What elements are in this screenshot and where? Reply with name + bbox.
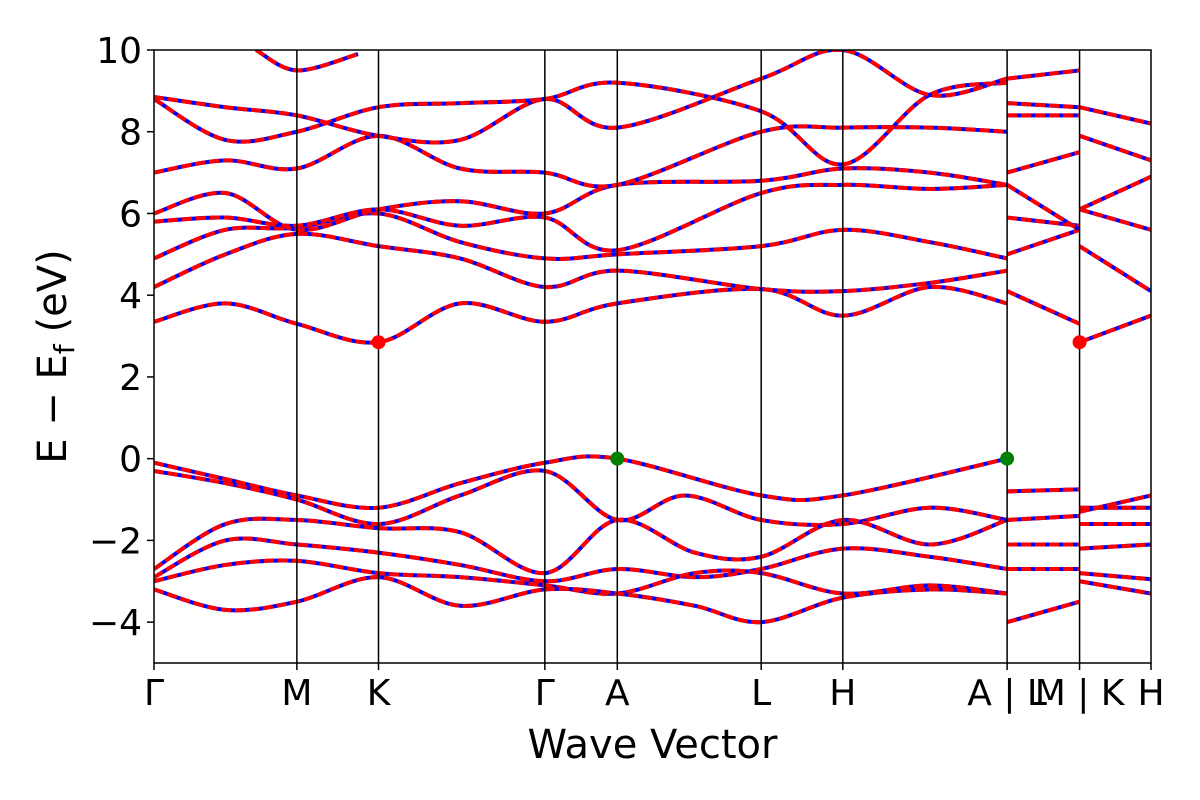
y-tick-label-4: 4	[119, 276, 142, 317]
conduction-band-13-dash	[1006, 150, 1081, 175]
plot-frame	[153, 49, 1152, 664]
valence-band-0-line	[154, 454, 1008, 510]
valence-band-15-dash	[1079, 579, 1151, 596]
valence-band-5-line	[154, 575, 1008, 625]
x-tick-label-7: A | L	[967, 673, 1047, 714]
vbm-marker-3	[1000, 451, 1015, 466]
x-tick-label-5: L	[751, 673, 771, 714]
x-tick-label-8: M | K	[1035, 673, 1126, 714]
conduction-band-1-line	[154, 231, 1008, 294]
conduction-band-18-dash	[1078, 244, 1151, 293]
y-axis-label-unit: (eV)	[30, 249, 76, 332]
x-tick-label-4: A	[605, 673, 630, 714]
conduction-band-4-line	[154, 166, 1008, 233]
y-axis-label-subscript: f	[48, 343, 81, 354]
conduction-band-10-dash	[1006, 227, 1081, 257]
y-axis-ticks: −4 −2 0 2 4 6 8 10	[89, 31, 154, 644]
x-axis-label: Wave Vector	[528, 722, 779, 768]
y-axis-label: E − Ef (eV)	[30, 249, 81, 464]
x-tick-label-0: Γ	[144, 673, 164, 714]
conduction-band-7-dash	[154, 50, 1008, 145]
conduction-band-12-dash	[1006, 183, 1081, 232]
conduction-band-3-dash	[154, 182, 1008, 253]
kpoint-lines-layer	[296, 50, 1081, 663]
valence-band-16-dash	[1079, 493, 1151, 514]
valence-band-0-dash	[154, 454, 1008, 510]
y-tick-label-6: 8	[119, 113, 142, 154]
conduction-band-6-dash	[154, 80, 1008, 167]
conduction-band-20-dash	[1078, 174, 1151, 212]
conduction-band-5-dash	[154, 124, 1008, 189]
conduction-band-9-line	[1006, 289, 1081, 326]
conduction-band-22-dash	[1079, 105, 1151, 126]
vbm-marker-2	[610, 451, 625, 466]
y-tick-label-7: 10	[96, 31, 142, 72]
y-tick-label-3: 2	[119, 358, 142, 399]
conduction-band-20-line	[1078, 174, 1151, 212]
x-tick-label-3: Γ	[535, 673, 555, 714]
valence-band-13-dash	[1079, 542, 1151, 551]
conduction-band-6-line	[154, 80, 1008, 167]
valence-band-14-dash	[1079, 571, 1151, 582]
bands-layer	[154, 50, 1151, 625]
conduction-band-21-dash	[1078, 133, 1151, 163]
x-tick-label-1: M	[281, 673, 312, 714]
conduction-band-19-dash	[1079, 207, 1151, 232]
conduction-band-0-line	[154, 284, 1008, 345]
conduction-band-1-dash	[154, 231, 1008, 294]
cbm-marker-0	[371, 335, 386, 350]
y-tick-label-2: 0	[119, 440, 142, 481]
y-axis-label-main: E − E	[30, 354, 76, 464]
conduction-band-17-dash	[1078, 313, 1151, 345]
cbm-marker-1	[1072, 335, 1087, 350]
x-tick-label-2: K	[367, 673, 392, 714]
valence-band-6-dash	[1007, 487, 1080, 494]
valence-band-7-dash	[1006, 513, 1080, 522]
x-tick-label-9: H	[1137, 673, 1164, 714]
conduction-band-8-dash	[255, 50, 359, 73]
conduction-band-15-dash	[1006, 101, 1080, 110]
y-tick-label-1: −2	[89, 521, 142, 562]
y-tick-label-0: −4	[89, 603, 142, 644]
y-tick-label-5: 6	[119, 194, 142, 235]
conduction-band-4-dash	[154, 166, 1008, 233]
valence-band-10-dash	[1006, 599, 1081, 625]
x-axis-ticks: Γ M K Γ A L H A | LM | K H	[144, 663, 1165, 714]
conduction-band-16-dash	[1006, 68, 1080, 81]
conduction-band-2-dash	[154, 211, 1008, 261]
valence-band-3-dash	[154, 536, 1008, 584]
conduction-band-0-dash	[154, 284, 1008, 345]
extrema-markers-layer	[371, 335, 1087, 466]
x-tick-label-6: H	[829, 673, 856, 714]
valence-band-5-dash	[154, 575, 1008, 625]
